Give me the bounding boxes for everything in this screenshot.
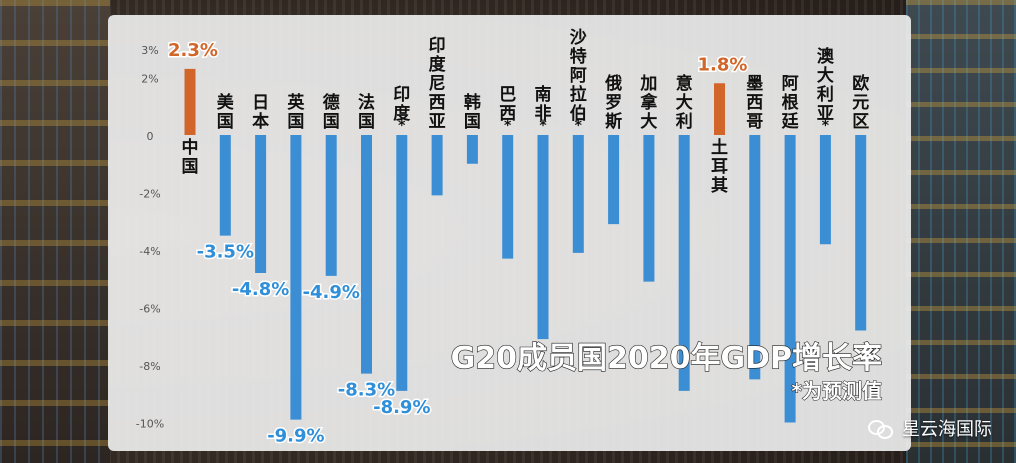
y-tick-label: 3% [141, 44, 158, 57]
category-label: 意大利 [676, 73, 693, 132]
bars [184, 68, 867, 423]
svg-text:墨西哥: 墨西哥 [746, 74, 763, 132]
y-tick-label: 2% [141, 73, 158, 86]
svg-text:印度*: 印度* [393, 85, 411, 134]
category-label: 加拿大 [639, 74, 658, 132]
y-tick-label: -10% [136, 418, 164, 431]
svg-text:日本: 日本 [252, 93, 269, 132]
svg-text:欧元区: 欧元区 [852, 73, 869, 132]
svg-text:南非*: 南非* [535, 84, 552, 134]
svg-text:德国: 德国 [323, 92, 340, 132]
svg-text:印度尼西亚: 印度尼西亚 [429, 36, 447, 132]
svg-text:意大利: 意大利 [676, 73, 693, 132]
background-right [906, 0, 1016, 463]
data-label: -8.3% [338, 380, 395, 401]
background-left [0, 0, 110, 463]
bar [855, 135, 867, 331]
watermark-text: 星云海国际 [902, 419, 992, 440]
bar [643, 135, 655, 282]
bar [537, 135, 549, 340]
bar [325, 135, 337, 276]
category-label: 德国 [323, 92, 340, 132]
svg-text:法国: 法国 [358, 92, 375, 132]
category-label: 沙特阿拉伯* [570, 28, 587, 134]
category-label: 南非* [535, 84, 552, 134]
category-label: 阿根廷 [781, 74, 800, 132]
wechat-icon [868, 418, 894, 439]
data-labels: 2.3% -3.5% -4.8% -9.9% -4.9% -8.3%-8.9% 1.8% [167, 38, 749, 448]
svg-text:英国: 英国 [287, 92, 305, 132]
data-label: -3.5% [197, 242, 254, 263]
data-label: 1.8% [698, 54, 748, 75]
bar [184, 68, 196, 135]
bar [219, 135, 231, 236]
category-label: 欧元区 [852, 73, 869, 132]
y-tick-label: 0 [147, 130, 154, 143]
bar [431, 135, 443, 196]
svg-text:土耳其: 土耳其 [711, 137, 728, 196]
y-tick-label: -2% [139, 188, 160, 201]
chart-title: G20成员国2020年GDP增长率 [451, 341, 882, 376]
bar [361, 135, 372, 374]
category-label: 英国 [287, 92, 305, 132]
svg-text:巴西*: 巴西* [499, 85, 516, 134]
category-label: 俄罗斯 [604, 73, 622, 132]
category-label: 墨西哥 [746, 74, 763, 132]
bar [784, 135, 796, 423]
svg-text:澳大利亚*: 澳大利亚* [817, 46, 835, 134]
category-label: 印度尼西亚 [429, 36, 447, 132]
bar [608, 135, 620, 225]
svg-text:中国: 中国 [182, 137, 199, 177]
svg-text:阿根廷: 阿根廷 [781, 74, 800, 132]
bar [572, 135, 584, 253]
category-label: 澳大利亚* [817, 46, 835, 134]
bar [502, 135, 514, 259]
y-tick-label: -8% [139, 360, 160, 373]
y-axis: 3% 2% 0 -2% -4% -6% -8% -10% [136, 44, 164, 431]
svg-text:沙特阿拉伯*: 沙特阿拉伯* [570, 28, 587, 134]
bar [466, 135, 478, 164]
data-label: -8.9% [373, 397, 430, 418]
category-label: 法国 [358, 92, 375, 132]
category-label: 中国 [182, 137, 199, 177]
svg-text:加拿大: 加拿大 [639, 74, 658, 132]
bar [678, 135, 690, 391]
bar [749, 135, 761, 380]
bar [819, 135, 831, 245]
category-label: 印度* [393, 85, 411, 134]
bar [255, 135, 267, 273]
watermark: 星云海国际 [868, 415, 992, 441]
category-label: 土耳其 [711, 137, 728, 196]
svg-text:美国: 美国 [217, 92, 235, 132]
bar [714, 83, 725, 135]
data-label: 2.3% [168, 40, 218, 61]
y-tick-label: -4% [139, 245, 160, 258]
category-label: 美国 [217, 92, 235, 132]
svg-text:韩国: 韩国 [464, 92, 481, 132]
category-label: 韩国 [464, 92, 481, 132]
category-label: 日本 [252, 93, 269, 132]
data-label: -9.9% [267, 426, 324, 447]
bar [396, 135, 408, 391]
category-label: 巴西* [499, 85, 516, 134]
bar [290, 135, 302, 420]
data-label: -4.9% [302, 282, 359, 303]
data-label: -4.8% [232, 279, 289, 300]
svg-text:俄罗斯: 俄罗斯 [604, 73, 622, 132]
chart-subtitle: *为预测值 [792, 379, 882, 403]
y-tick-label: -6% [139, 303, 160, 316]
